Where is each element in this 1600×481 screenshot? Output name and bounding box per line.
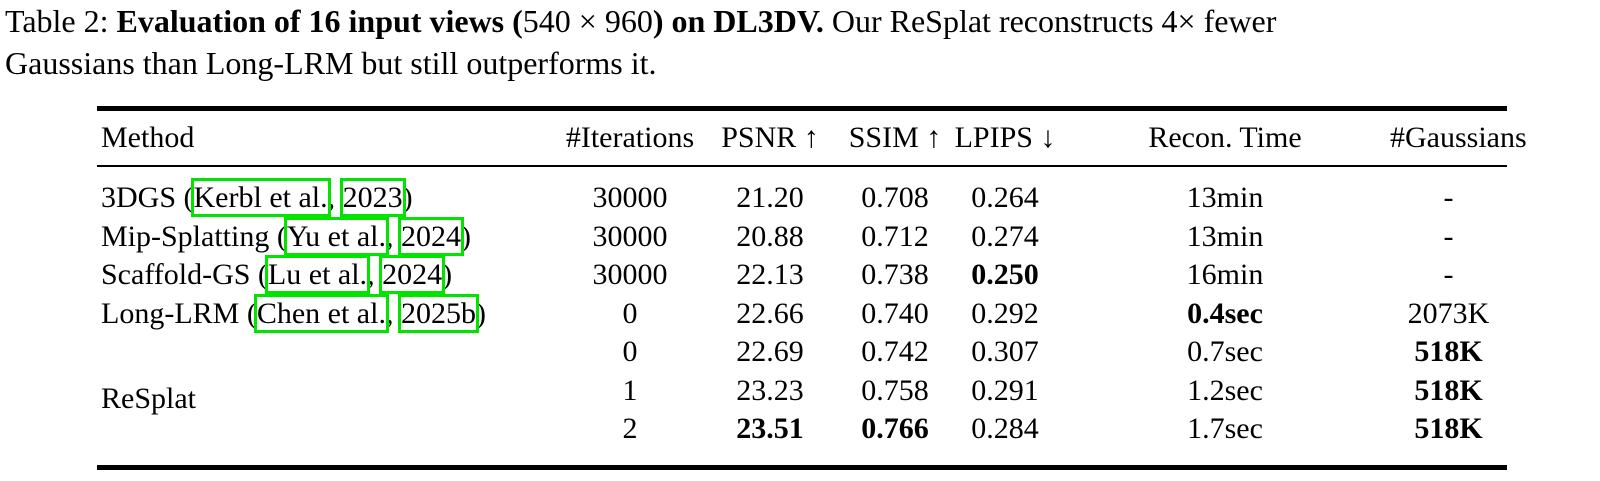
caption-text: Our ReSplat reconstructs 4× fewer — [823, 3, 1277, 39]
cell-psnr: 22.66 — [736, 296, 804, 330]
method-close-paren: ) — [442, 258, 453, 292]
citation-link-author[interactable]: Chen et al. — [253, 293, 389, 333]
cell-method: 3DGS (Kerbl et al., 2023) — [97, 166, 560, 218]
citation-separator: , — [385, 219, 401, 253]
caption-bold-dataset: ) on DL3DV. — [652, 3, 824, 39]
table-row-resplat-0: ReSplat 0 22.69 0.742 0.307 0.7sec 518K — [97, 333, 1507, 415]
col-header-iterations: #Iterations — [560, 108, 700, 167]
cell-lpips: 0.307 — [971, 335, 1039, 369]
cell-gaussians: 518K — [1414, 335, 1483, 369]
caption-text-line2: Gaussians than Long-LRM but still outper… — [5, 45, 657, 81]
method-close-paren: ) — [402, 181, 413, 215]
cell-gaussians: - — [1443, 258, 1454, 292]
citation-link-author[interactable]: Kerbl et al. — [190, 178, 331, 218]
cell-psnr: 20.88 — [736, 219, 804, 253]
caption-resolution: 540 × 960 — [522, 3, 653, 39]
cell-method: Mip-Splatting (Yu et al., 2024) — [97, 216, 560, 257]
cell-gaussians: 518K — [1414, 373, 1483, 407]
cell-iterations: 30000 — [592, 258, 668, 292]
cell-recon-time: 13min — [1186, 219, 1264, 253]
header-row: Method #Iterations PSNR ↑ SSIM ↑ LPIPS ↓… — [97, 108, 1527, 167]
col-header-ssim: SSIM ↑ — [840, 108, 950, 167]
table-row-mip-splatting: Mip-Splatting (Yu et al., 2024) 30000 20… — [97, 216, 1507, 257]
table-row-resplat-1: 1 23.23 0.758 0.291 1.2sec 518K — [97, 372, 1507, 411]
cell-psnr: 23.23 — [736, 373, 804, 407]
col-header-recon-time: Recon. Time — [1060, 108, 1390, 167]
cell-recon-time: 0.7sec — [1187, 335, 1263, 369]
cell-ssim: 0.740 — [861, 296, 929, 330]
citation-separator: , — [327, 181, 343, 215]
cell-psnr: 22.13 — [736, 258, 804, 292]
table-row-3dgs: 3DGS (Kerbl et al., 2023) 30000 21.20 0.… — [97, 166, 1507, 218]
citation-separator: , — [385, 296, 401, 330]
method-name: Mip-Splatting ( — [101, 219, 287, 253]
cell-iterations: 0 — [622, 335, 638, 369]
cell-recon-time: 0.4sec — [1187, 296, 1263, 330]
col-header-gaussians: #Gaussians — [1390, 108, 1527, 167]
cell-gaussians: 518K — [1414, 412, 1483, 446]
method-close-paren: ) — [475, 296, 486, 330]
cell-ssim: 0.758 — [861, 373, 929, 407]
cell-psnr: 22.69 — [736, 335, 804, 369]
cell-iterations: 2 — [622, 412, 638, 446]
cell-ssim: 0.738 — [861, 258, 929, 292]
col-header-lpips: LPIPS ↓ — [950, 108, 1060, 167]
table-caption: Table 2: Evaluation of 16 input views (5… — [5, 0, 1590, 84]
citation-link-author[interactable]: Yu et al. — [283, 216, 389, 256]
citation-separator: , — [367, 258, 383, 292]
cell-ssim: 0.742 — [861, 335, 929, 369]
cell-gaussians: - — [1443, 181, 1454, 215]
method-close-paren: ) — [460, 219, 471, 253]
cell-lpips: 0.250 — [971, 258, 1039, 292]
cell-method-resplat: ReSplat — [101, 381, 196, 415]
cell-ssim: 0.708 — [861, 181, 929, 215]
cell-gaussians: - — [1443, 219, 1454, 253]
cell-lpips: 0.292 — [971, 296, 1039, 330]
cell-ssim: 0.766 — [861, 412, 929, 446]
cell-iterations: 30000 — [592, 181, 668, 215]
cell-psnr: 21.20 — [736, 181, 804, 215]
cell-recon-time: 16min — [1186, 258, 1264, 292]
citation-link-year[interactable]: 2023 — [339, 178, 406, 218]
citation-link-year[interactable]: 2024 — [379, 255, 446, 295]
col-header-method: Method — [97, 108, 560, 167]
cell-iterations: 0 — [622, 296, 638, 330]
cell-recon-time: 1.7sec — [1187, 412, 1263, 446]
table-row-scaffold-gs: Scaffold-GS (Lu et al., 2024) 30000 22.1… — [97, 255, 1507, 295]
cell-recon-time: 13min — [1186, 181, 1264, 215]
cell-method: Scaffold-GS (Lu et al., 2024) — [97, 255, 560, 295]
cell-lpips: 0.284 — [971, 412, 1039, 446]
cell-lpips: 0.291 — [971, 373, 1039, 407]
citation-link-year[interactable]: 2024 — [397, 216, 464, 256]
cell-lpips: 0.274 — [971, 219, 1039, 253]
method-name: Scaffold-GS ( — [101, 258, 268, 292]
results-table: Method #Iterations PSNR ↑ SSIM ↑ LPIPS ↓… — [97, 106, 1527, 470]
caption-label: Table 2: — [5, 3, 117, 39]
citation-link-author[interactable]: Lu et al. — [264, 255, 371, 295]
table-row-long-lrm: Long-LRM (Chen et al., 2025b) 0 22.66 0.… — [97, 293, 1507, 334]
method-name: Long-LRM ( — [101, 296, 257, 330]
col-header-psnr: PSNR ↑ — [700, 108, 840, 167]
cell-method: Long-LRM (Chen et al., 2025b) — [97, 293, 560, 334]
table-row-resplat-2: 2 23.51 0.766 0.284 1.7sec 518K — [97, 410, 1507, 467]
cell-iterations: 30000 — [592, 219, 668, 253]
cell-gaussians: 2073K — [1407, 296, 1490, 330]
method-name: 3DGS ( — [101, 181, 194, 215]
cell-ssim: 0.712 — [861, 219, 929, 253]
cell-lpips: 0.264 — [971, 181, 1039, 215]
cell-recon-time: 1.2sec — [1187, 373, 1263, 407]
cell-psnr: 23.51 — [736, 412, 804, 446]
cell-iterations: 1 — [622, 373, 638, 407]
caption-bold-title: Evaluation of 16 input views ( — [116, 3, 523, 39]
citation-link-year[interactable]: 2025b — [397, 293, 479, 333]
